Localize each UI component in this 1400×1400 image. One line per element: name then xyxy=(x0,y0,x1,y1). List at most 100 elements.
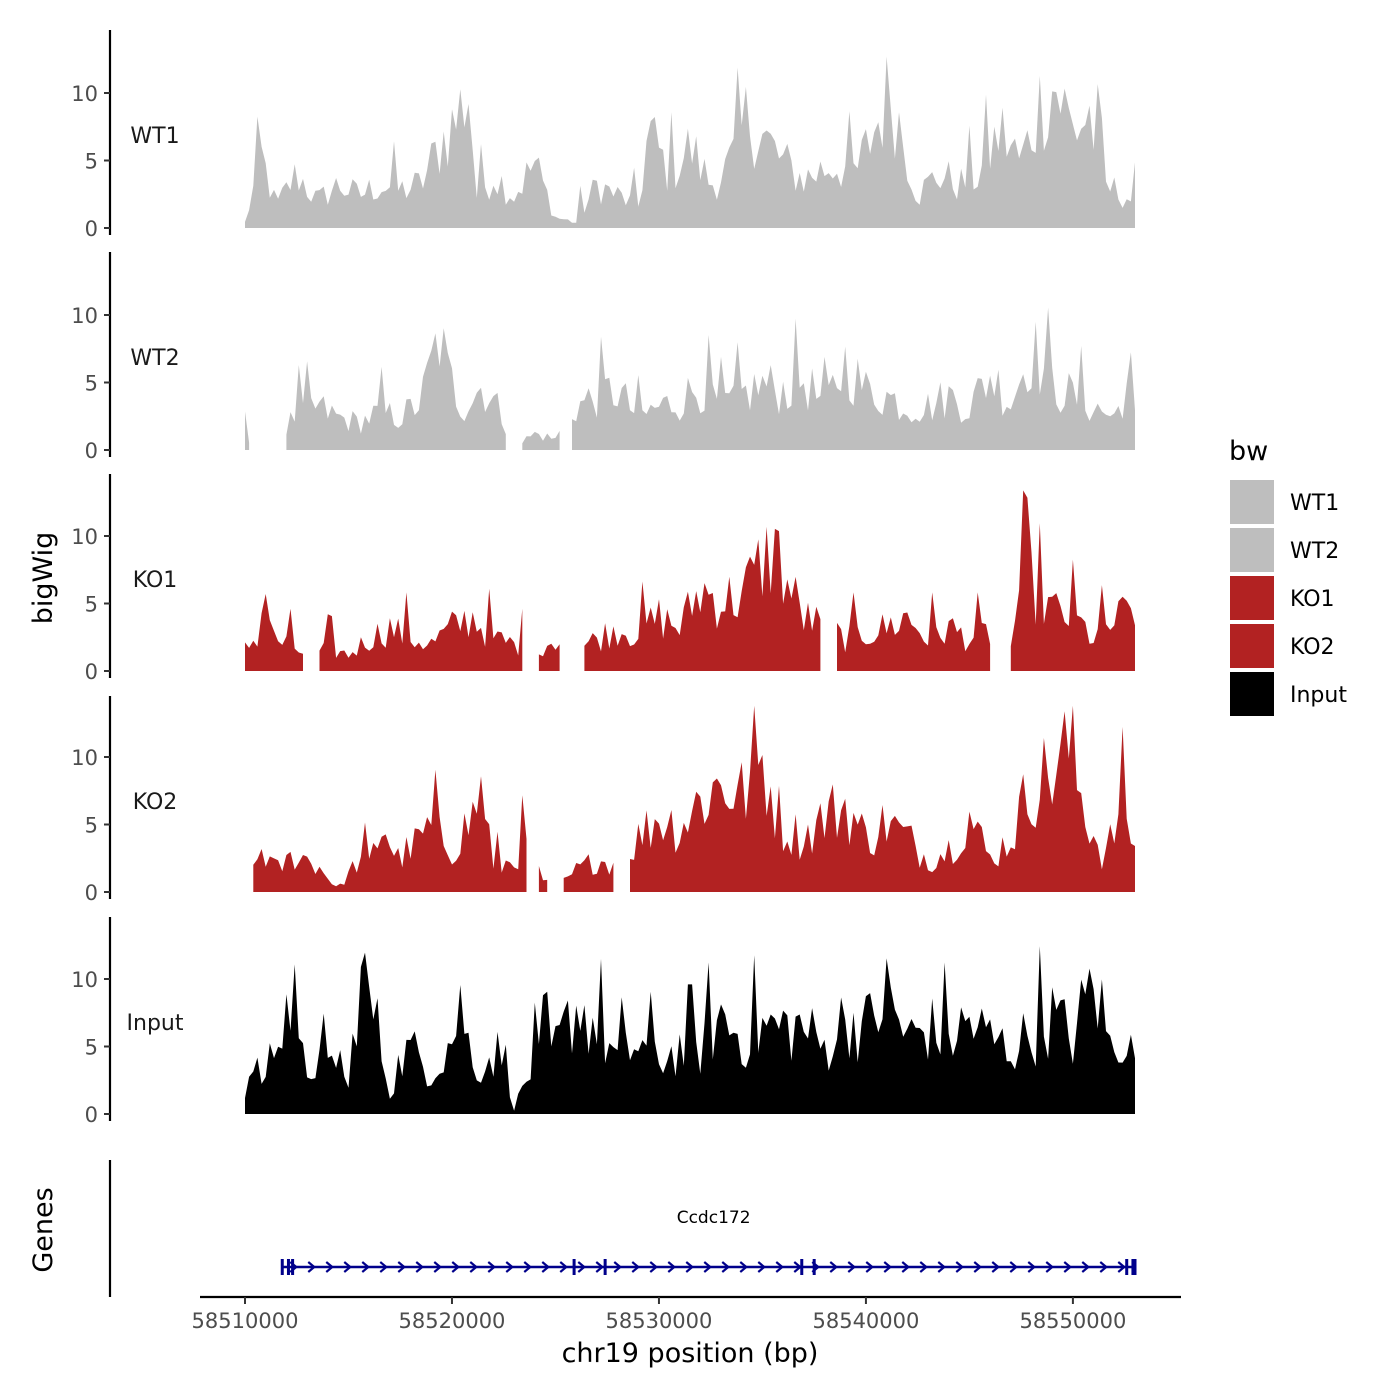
x-tick-label: 58520000 xyxy=(399,1309,506,1333)
track-label: Input xyxy=(127,1011,184,1036)
exon-mark xyxy=(1125,1259,1129,1275)
y-tick-label: 5 xyxy=(85,593,98,617)
strand-chevron xyxy=(523,1261,532,1273)
strand-chevron xyxy=(1081,1261,1090,1273)
gene-panel: Ccdc172 xyxy=(108,1160,1137,1297)
strand-chevron xyxy=(1117,1261,1126,1273)
legend-swatch-ko2 xyxy=(1230,624,1274,668)
strand-chevron xyxy=(703,1261,712,1273)
y-tick-label: 0 xyxy=(85,881,98,905)
strand-chevron xyxy=(631,1261,640,1273)
legend-swatch-wt2 xyxy=(1230,528,1274,572)
coverage-area-ko1 xyxy=(584,526,821,671)
y-tick-label: 5 xyxy=(85,372,98,396)
legend-label-wt2: WT2 xyxy=(1290,539,1339,564)
y-tick-label: 5 xyxy=(85,1036,98,1060)
legend-title: bw xyxy=(1229,436,1268,467)
legend-swatch-ko1 xyxy=(1230,576,1274,620)
track-label: KO2 xyxy=(133,790,178,815)
x-tick-label: 58530000 xyxy=(606,1309,713,1333)
strand-chevron xyxy=(793,1261,802,1273)
strand-chevron xyxy=(775,1261,784,1273)
track-ko2: 0 5 10 KO2 xyxy=(71,696,1135,905)
coverage-area-ko2 xyxy=(630,705,1135,892)
strand-chevron xyxy=(649,1261,658,1273)
strand-chevron xyxy=(613,1261,622,1273)
y-tick-label: 0 xyxy=(85,439,98,463)
y-tick-label: 5 xyxy=(85,150,98,174)
strand-chevron xyxy=(505,1261,514,1273)
strand-chevron xyxy=(667,1261,676,1273)
coverage-area-ko1 xyxy=(319,588,523,671)
y-axis-title: bigWig xyxy=(28,532,59,625)
strand-chevron xyxy=(577,1261,586,1273)
strand-chevron xyxy=(847,1261,856,1273)
y-tick-label: 0 xyxy=(85,217,98,241)
y-tick-label: 10 xyxy=(71,525,98,549)
exon-mark xyxy=(291,1259,295,1275)
strand-chevron xyxy=(559,1261,568,1273)
strand-chevron xyxy=(1045,1261,1054,1273)
strand-chevron xyxy=(487,1261,496,1273)
track-label: KO1 xyxy=(133,568,178,593)
gene-ccdc172: Ccdc172 xyxy=(280,1208,1137,1275)
track-label: WT1 xyxy=(130,124,179,149)
strand-chevron xyxy=(955,1261,964,1273)
coverage-area-ko2 xyxy=(253,769,527,892)
track-ko1: 0 5 10 KO1 xyxy=(71,474,1135,684)
y-tick-label: 0 xyxy=(85,660,98,684)
coverage-area-ko1 xyxy=(538,643,560,671)
track-label: WT2 xyxy=(130,346,179,371)
coverage-area-wt2 xyxy=(572,307,1135,450)
x-tick-label: 58550000 xyxy=(1019,1309,1126,1333)
strand-chevron xyxy=(685,1261,694,1273)
strand-chevron xyxy=(937,1261,946,1273)
exon-mark xyxy=(572,1259,576,1275)
x-tick-label: 58540000 xyxy=(812,1309,919,1333)
coverage-area-wt2 xyxy=(286,328,506,450)
track-input: 0 5 10 Input xyxy=(71,917,1135,1127)
exon-mark xyxy=(280,1259,284,1275)
strand-chevron xyxy=(883,1261,892,1273)
strand-chevron xyxy=(469,1261,478,1273)
coverage-area-wt2 xyxy=(522,430,560,450)
strand-chevron xyxy=(739,1261,748,1273)
coverage-area-ko2 xyxy=(563,854,614,892)
legend: bw WT1 WT2 KO1 KO2 Input xyxy=(1229,436,1347,716)
exon-mark xyxy=(1131,1259,1135,1275)
strand-chevron xyxy=(1009,1261,1018,1273)
strand-chevron xyxy=(541,1261,550,1273)
strand-chevron xyxy=(1027,1261,1036,1273)
strand-chevron xyxy=(1099,1261,1108,1273)
strand-chevron xyxy=(361,1261,370,1273)
x-tick-label: 58510000 xyxy=(192,1309,299,1333)
coverage-area-input xyxy=(245,946,1135,1114)
strand-chevron xyxy=(721,1261,730,1273)
strand-chevron xyxy=(1063,1261,1072,1273)
track-wt2: 0 5 10 WT2 xyxy=(71,252,1135,463)
strand-chevron xyxy=(343,1261,352,1273)
coverage-area-ko1 xyxy=(1010,490,1135,671)
strand-chevron xyxy=(397,1261,406,1273)
legend-swatch-wt1 xyxy=(1230,480,1274,524)
strand-chevron xyxy=(325,1261,334,1273)
strand-chevron xyxy=(919,1261,928,1273)
track-wt1: 0 5 10 WT1 xyxy=(71,30,1135,241)
y-tick-label: 10 xyxy=(71,968,98,992)
strand-chevron xyxy=(757,1261,766,1273)
strand-chevron xyxy=(901,1261,910,1273)
strand-chevron xyxy=(433,1261,442,1273)
coverage-tracks: 0 5 10 WT1 0 5 10 WT2 0 5 10 KO1 0 5 10 KO2 0 5 10 Input xyxy=(71,30,1135,1127)
strand-chevron xyxy=(379,1261,388,1273)
strand-chevron xyxy=(595,1261,604,1273)
exon-mark xyxy=(800,1259,804,1275)
genes-axis-title: Genes xyxy=(28,1187,59,1272)
coverage-area-ko1 xyxy=(245,594,303,671)
strand-chevron xyxy=(829,1261,838,1273)
strand-chevron xyxy=(865,1261,874,1273)
strand-chevron xyxy=(307,1261,316,1273)
x-axis-title: chr19 position (bp) xyxy=(562,1338,819,1369)
y-tick-label: 10 xyxy=(71,746,98,770)
strand-chevron xyxy=(973,1261,982,1273)
